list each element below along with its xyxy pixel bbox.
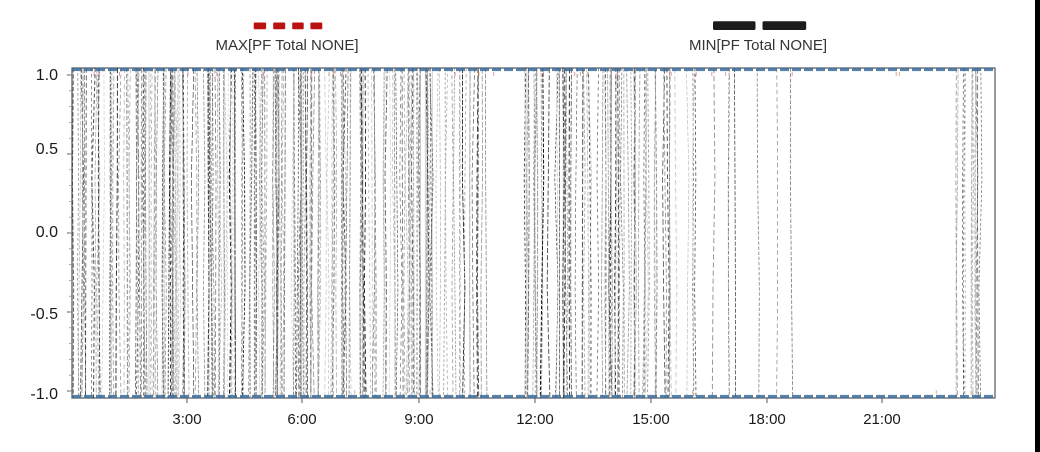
svg-text:0.0: 0.0 (36, 224, 58, 241)
svg-text:12:00: 12:00 (516, 411, 554, 428)
svg-text:-0.5: -0.5 (30, 306, 58, 323)
svg-text:9:00: 9:00 (404, 411, 433, 428)
svg-text:18:00: 18:00 (748, 411, 786, 428)
svg-text:21:00: 21:00 (863, 411, 901, 428)
svg-text:MIN[PF Total NONE]: MIN[PF Total NONE] (689, 37, 827, 54)
svg-text:1.0: 1.0 (36, 67, 58, 84)
svg-text:0.5: 0.5 (36, 141, 58, 158)
svg-text:15:00: 15:00 (632, 411, 670, 428)
svg-text:-1.0: -1.0 (30, 386, 58, 403)
svg-text:6:00: 6:00 (287, 411, 316, 428)
svg-text:3:00: 3:00 (172, 411, 201, 428)
svg-text:MAX[PF Total NONE]: MAX[PF Total NONE] (215, 37, 358, 54)
